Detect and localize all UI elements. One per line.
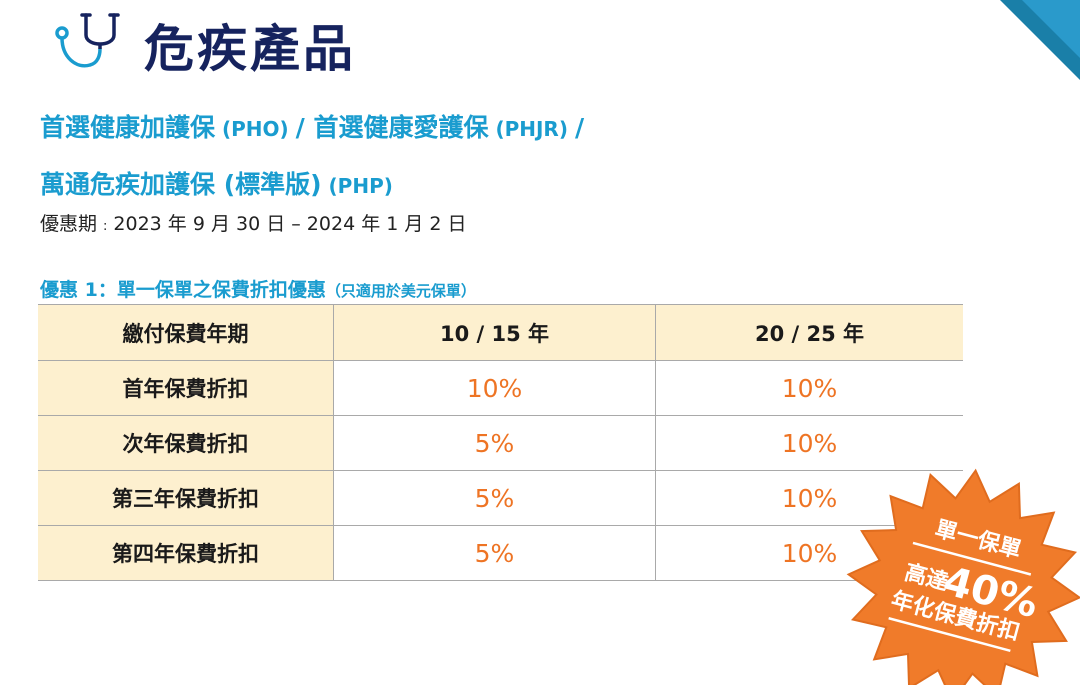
row-label: 次年保費折扣 — [38, 415, 334, 471]
product-line-1: 首選健康加護保 (PHO) / 首選健康愛護保 (PHJR) / — [40, 108, 584, 144]
product-name-phjr: 首選健康愛護保 — [304, 113, 489, 142]
discount-table: 繳付保費年期 10 / 15 年 20 / 25 年 首年保費折扣 10% 10… — [38, 304, 963, 581]
badge-divider-bottom — [888, 616, 1011, 652]
period-label: 優惠期 — [40, 213, 98, 235]
header-term-10-15: 10 / 15 年 — [333, 304, 656, 361]
product-name-pho: 首選健康加護保 — [40, 113, 216, 142]
product-code-phjr: (PHJR) — [488, 117, 575, 141]
offer-title: 優惠 1：單一保單之保費折扣優惠（只適用於美元保單） — [40, 275, 476, 302]
discount-value: 5% — [333, 415, 656, 471]
row-label: 首年保費折扣 — [38, 360, 334, 416]
discount-value: 10% — [655, 415, 963, 471]
table-row: 次年保費折扣 5% 10% — [38, 415, 963, 471]
page-title: 危疾產品 — [144, 20, 356, 78]
discount-value: 5% — [333, 470, 656, 526]
table-row: 第三年保費折扣 5% 10% — [38, 470, 963, 526]
period-separator: : — [103, 219, 108, 234]
period-value: 2023 年 9 月 30 日 – 2024 年 1 月 2 日 — [113, 213, 467, 235]
starburst-shape — [846, 468, 1080, 685]
offer-period: 優惠期:2023 年 9 月 30 日 – 2024 年 1 月 2 日 — [40, 209, 467, 236]
discount-value: 5% — [333, 525, 656, 581]
product-name-php: 萬通危疾加護保 (標準版) — [40, 170, 322, 199]
stethoscope-icon — [55, 13, 120, 68]
corner-decoration — [1000, 0, 1080, 80]
slash-separator: / — [295, 113, 305, 142]
row-label: 第四年保費折扣 — [38, 525, 334, 581]
slash-separator: / — [574, 113, 585, 142]
table-header-row: 繳付保費年期 10 / 15 年 20 / 25 年 — [38, 304, 963, 361]
discount-value: 10% — [655, 360, 963, 416]
header-term: 繳付保費年期 — [38, 304, 334, 361]
header-term-20-25: 20 / 25 年 — [655, 304, 963, 361]
table-row: 第四年保費折扣 5% 10% — [38, 525, 963, 581]
product-line-2: 萬通危疾加護保 (標準版) (PHP) — [40, 165, 393, 201]
badge-divider-top — [912, 541, 1032, 576]
discount-badge: 單一保單 高達 40% 年化保費折扣 — [846, 468, 1080, 685]
offer-note: （只適用於美元保單） — [325, 282, 476, 300]
discount-value: 10% — [333, 360, 656, 416]
table-row: 首年保費折扣 10% 10% — [38, 360, 963, 416]
page-header: 危疾產品 — [52, 10, 356, 80]
product-code-pho: (PHO) — [215, 117, 296, 141]
product-code-php: (PHP) — [321, 174, 393, 198]
row-label: 第三年保費折扣 — [38, 470, 334, 526]
offer-heading: 優惠 1：單一保單之保費折扣優惠 — [40, 279, 326, 301]
